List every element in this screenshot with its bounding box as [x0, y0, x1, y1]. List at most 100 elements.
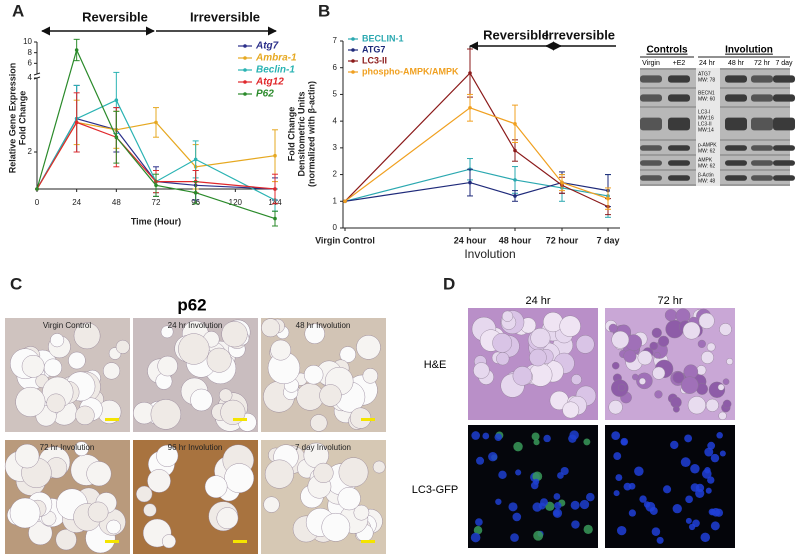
histology-image-cell — [86, 461, 112, 487]
nucleus — [498, 470, 507, 480]
band-label: AMPK — [698, 157, 713, 163]
nucleus — [685, 495, 693, 504]
histology-caption: 7 day Involution — [295, 443, 351, 452]
he-image-cell — [637, 350, 653, 366]
histology-image-cell — [303, 365, 324, 385]
he-image-cell — [672, 371, 685, 384]
band — [725, 160, 747, 166]
y-tick-label: 7 — [333, 36, 338, 45]
nucleus — [684, 434, 693, 443]
band — [773, 75, 795, 83]
panel-label: A — [12, 1, 24, 20]
nucleus — [532, 502, 542, 512]
he-image-cell — [717, 383, 725, 391]
x-tick-label: 48 hour — [499, 235, 532, 245]
histology-image-cell — [143, 503, 157, 517]
histology-image-cell — [304, 323, 325, 344]
histology-image-cell — [319, 384, 342, 407]
band — [751, 145, 773, 151]
histology-caption: 48 hr Involution — [296, 321, 351, 330]
nucleus — [663, 485, 672, 494]
histology-image-cell — [103, 362, 121, 380]
nucleus — [680, 457, 691, 468]
nucleus — [716, 432, 723, 439]
x-tick-label: 72 hour — [546, 235, 579, 245]
blot-header: Involution — [725, 45, 773, 56]
nucleus — [710, 453, 720, 463]
y-axis-label: Densitometric Units — [296, 91, 306, 176]
histology-image-cell — [338, 457, 369, 488]
he-image-cell — [722, 399, 732, 409]
point — [193, 190, 198, 195]
nucleus — [616, 525, 627, 536]
histology-image-cell — [50, 333, 65, 348]
histology-image-cell — [362, 368, 379, 384]
he-image-cell — [492, 333, 513, 353]
nucleus — [557, 472, 564, 479]
x-tick-label: 24 — [72, 198, 81, 207]
histology-image-cell — [206, 347, 232, 373]
scale-bar — [105, 540, 119, 543]
band — [725, 145, 747, 151]
annotation: Irreversible — [545, 27, 615, 42]
band-label: BECN1 — [698, 90, 715, 96]
band-label: MW: 62 — [698, 163, 715, 169]
point — [154, 183, 158, 188]
point — [273, 216, 277, 221]
nucleus — [709, 509, 716, 516]
histology-image-cell — [261, 318, 280, 338]
series-line — [36, 48, 276, 220]
point — [468, 105, 472, 110]
row-label: H&E — [424, 359, 447, 371]
point — [513, 194, 517, 198]
legend-marker — [351, 48, 355, 52]
band-label: LC3-II — [698, 121, 712, 127]
he-image-cell — [473, 362, 490, 379]
he-image-cell — [618, 383, 626, 392]
band — [751, 94, 773, 102]
point — [513, 122, 517, 126]
annotation: Reversible — [82, 9, 148, 24]
nucleus — [533, 439, 540, 446]
he-image-cell — [672, 405, 680, 413]
nucleus — [615, 474, 623, 482]
band — [725, 117, 747, 131]
nucleus — [634, 466, 644, 477]
x-tick-label: 72 — [152, 198, 161, 207]
band — [640, 160, 662, 166]
band-label: MW: 78 — [698, 77, 715, 83]
he-image-cell — [675, 308, 691, 324]
histology-image-cell — [43, 358, 62, 377]
nucleus — [685, 517, 692, 524]
nucleus — [613, 452, 622, 460]
panel-label: D — [443, 274, 455, 293]
point — [114, 98, 119, 102]
row-label: LC3-GFP — [412, 484, 458, 496]
annotation: Reversible — [483, 27, 549, 42]
he-image-cell — [501, 310, 514, 322]
band — [773, 145, 795, 151]
x-tick-label: Virgin Control — [315, 235, 375, 245]
nucleus — [495, 498, 502, 505]
point — [193, 157, 198, 162]
nucleus — [513, 441, 523, 452]
band — [668, 145, 690, 151]
band — [751, 75, 773, 83]
legend-marker — [351, 59, 355, 63]
band — [751, 117, 773, 131]
he-image-cell — [562, 401, 580, 419]
band-label: β-Actin — [698, 172, 714, 178]
nucleus — [494, 433, 503, 441]
nucleus — [571, 520, 580, 529]
he-image-cell — [664, 309, 678, 322]
nucleus — [710, 521, 720, 531]
annotation: Irreversible — [190, 9, 260, 24]
scale-bar — [361, 418, 375, 421]
band — [668, 75, 690, 83]
nucleus — [554, 502, 562, 510]
legend-marker — [351, 70, 355, 74]
x-tick-label: 120 — [229, 198, 243, 207]
histology-title: p62 — [177, 295, 206, 314]
nucleus — [482, 432, 490, 440]
